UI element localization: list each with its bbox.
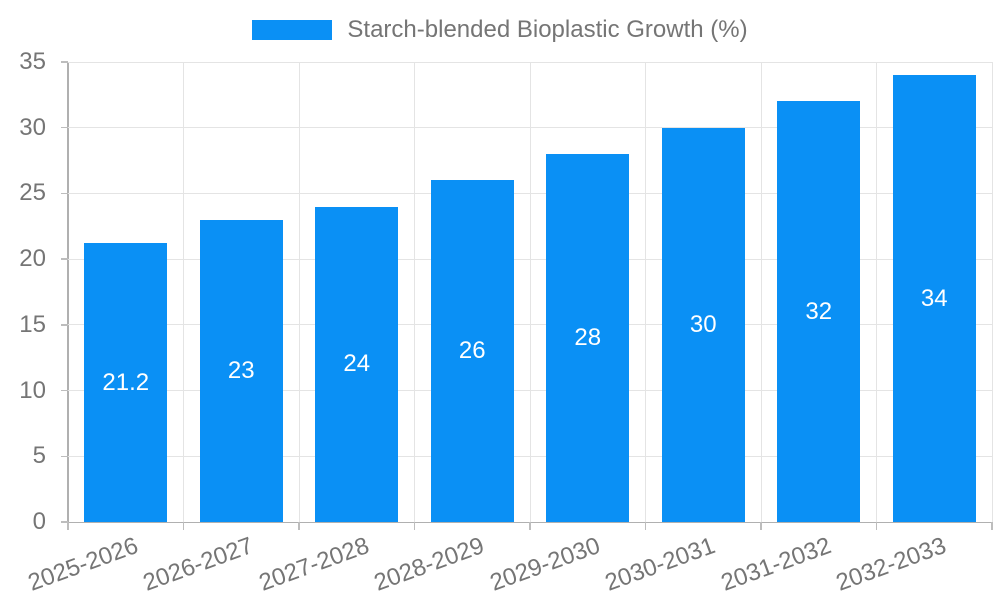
y-tick-label: 20 — [19, 245, 46, 273]
bar — [661, 127, 745, 522]
y-tick-mark — [61, 258, 68, 260]
x-tick-mark — [991, 522, 993, 530]
bar — [315, 206, 399, 522]
x-tick-mark — [875, 522, 878, 530]
y-tick-mark — [61, 389, 68, 392]
x-axis-label: 2028-2029 — [371, 532, 489, 597]
bar — [430, 180, 514, 522]
y-tick-label: 30 — [19, 113, 46, 141]
legend-swatch — [252, 20, 333, 40]
x-gridline — [529, 62, 531, 522]
bar-value-label: 26 — [458, 337, 486, 365]
bar-value-label: 32 — [805, 297, 833, 325]
x-tick-mark — [182, 522, 185, 530]
legend: Starch-blended Bioplastic Growth (%) — [0, 17, 1000, 43]
x-tick-mark — [298, 522, 300, 530]
x-gridline — [298, 62, 300, 522]
y-tick-mark — [61, 192, 68, 195]
legend-label: Starch-blended Bioplastic Growth (%) — [347, 16, 748, 43]
y-tick-mark — [61, 455, 68, 458]
x-tick-mark — [413, 522, 416, 530]
x-gridline — [876, 62, 877, 522]
x-axis-label: 2029-2030 — [486, 532, 604, 597]
y-tick-label: 10 — [19, 376, 46, 404]
bar-value-label: 30 — [689, 310, 717, 338]
x-tick-mark — [760, 522, 762, 530]
bar-value-label: 24 — [343, 350, 371, 378]
y-tick-label: 15 — [19, 310, 46, 338]
x-gridline — [760, 62, 762, 522]
bar-value-label: 28 — [574, 324, 602, 351]
y-tick-label: 35 — [19, 48, 46, 75]
bar — [777, 101, 861, 522]
bar-value-label: 23 — [227, 356, 255, 384]
bar — [892, 75, 976, 522]
x-axis-label: 2027-2028 — [255, 532, 373, 597]
x-axis-label: 2031-2032 — [717, 532, 835, 597]
x-tick-mark — [529, 522, 531, 530]
x-axis-label: 2026-2027 — [140, 532, 258, 597]
x-axis-label: 2025-2026 — [24, 532, 142, 597]
bar-value-label: 21.2 — [102, 368, 150, 396]
x-gridline — [414, 62, 415, 522]
bar-value-label: 34 — [920, 284, 948, 312]
x-gridline — [991, 62, 993, 522]
y-tick-mark — [61, 126, 68, 129]
x-axis-label: 2030-2031 — [602, 532, 720, 597]
y-tick-mark — [61, 324, 68, 326]
y-tick-mark — [61, 61, 68, 63]
bar — [546, 154, 630, 522]
bar — [84, 243, 168, 522]
y-tick-label: 25 — [19, 179, 46, 207]
x-gridline — [183, 62, 184, 522]
x-tick-mark — [644, 522, 647, 530]
bar — [199, 219, 283, 522]
y-tick-label: 5 — [32, 442, 46, 470]
x-axis-label: 2032-2033 — [833, 532, 951, 597]
x-gridline — [645, 62, 646, 522]
y-axis-line — [67, 62, 69, 523]
x-tick-mark — [67, 522, 69, 530]
y-tick-mark — [61, 521, 68, 523]
y-tick-label: 0 — [32, 508, 46, 535]
